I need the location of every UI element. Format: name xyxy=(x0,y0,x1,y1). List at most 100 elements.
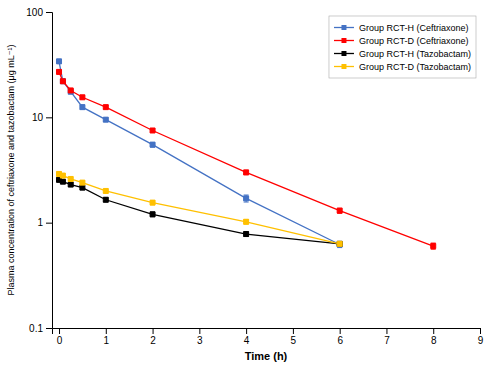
error-bar xyxy=(150,142,155,147)
x-tick: 9 xyxy=(478,328,484,346)
x-tick-mark xyxy=(153,328,154,334)
marker xyxy=(60,173,65,178)
legend-marker xyxy=(341,51,346,56)
x-tick-label: 5 xyxy=(291,335,297,346)
error-bar xyxy=(57,70,62,74)
y-tick: 0.1 xyxy=(29,323,52,334)
x-tick-label: 1 xyxy=(104,335,110,346)
series-line xyxy=(59,61,340,244)
error-bar xyxy=(337,242,342,246)
error-bar xyxy=(80,105,85,109)
series-line xyxy=(59,174,340,244)
error-bar xyxy=(244,195,249,202)
x-tick: 5 xyxy=(291,328,297,346)
marker xyxy=(337,241,342,246)
series xyxy=(57,171,343,246)
y-tick-label: 1 xyxy=(37,217,43,228)
error-bar xyxy=(150,129,155,132)
x-tick: 7 xyxy=(384,328,390,346)
x-tick: 4 xyxy=(244,328,250,346)
series xyxy=(57,69,436,249)
legend-marker xyxy=(341,25,346,30)
x-tick-mark xyxy=(480,328,481,334)
x-tick: 6 xyxy=(337,328,343,346)
marker xyxy=(244,196,249,201)
x-tick-label: 2 xyxy=(150,335,156,346)
x-tick-mark xyxy=(59,328,60,334)
marker xyxy=(244,219,249,224)
legend-label: Group RCT-D (Ceftriaxone) xyxy=(359,36,469,46)
legend-label: Group RCT-H (Tazobactam) xyxy=(359,49,471,59)
marker xyxy=(57,59,62,64)
marker xyxy=(244,232,249,237)
error-bar xyxy=(60,80,65,83)
x-tick: 1 xyxy=(104,328,110,346)
y-tick-mark xyxy=(46,328,52,329)
legend-marker xyxy=(341,64,346,69)
error-bar xyxy=(244,220,249,224)
marker xyxy=(150,200,155,205)
error-bar xyxy=(60,180,65,183)
x-tick-label: 6 xyxy=(337,335,343,346)
marker xyxy=(60,79,65,84)
plot-area: 01234567890.1110100Time (h)Plasma concen… xyxy=(6,7,484,362)
x-tick-mark xyxy=(433,328,434,334)
marker xyxy=(244,170,249,175)
error-bar xyxy=(80,181,85,184)
marker xyxy=(80,105,85,110)
series xyxy=(57,59,343,248)
error-bar xyxy=(57,59,62,63)
x-tick-label: 8 xyxy=(431,335,437,346)
error-bar xyxy=(337,242,342,246)
error-bar xyxy=(103,189,108,193)
chart-svg: 01234567890.1110100Time (h)Plasma concen… xyxy=(0,0,494,368)
legend: Group RCT-H (Ceftriaxone) Group RCT-D (Ce… xyxy=(329,16,476,78)
error-bar xyxy=(150,201,155,205)
error-bar xyxy=(80,186,85,189)
chart-container: 01234567890.1110100Time (h)Plasma concen… xyxy=(0,0,494,368)
error-bar xyxy=(68,183,73,187)
y-tick: 100 xyxy=(26,7,52,18)
marker xyxy=(80,180,85,185)
marker xyxy=(103,188,108,193)
legend-entry: Group RCT-H (Ceftriaxone) xyxy=(334,23,469,33)
y-tick-mark xyxy=(46,117,52,118)
legend-frame xyxy=(329,16,476,78)
legend-label: Group RCT-H (Ceftriaxone) xyxy=(359,23,469,33)
x-axis-title: Time (h) xyxy=(245,350,288,362)
marker xyxy=(68,182,73,187)
legend-entry: Group RCT-H (Tazobactam) xyxy=(334,49,471,59)
marker xyxy=(431,244,436,249)
x-tick-mark xyxy=(293,328,294,334)
marker xyxy=(337,241,342,246)
error-bar xyxy=(337,242,342,248)
x-tick-label: 9 xyxy=(478,335,484,346)
y-axis-title: Plasma concentration of ceftriaxone and … xyxy=(6,44,16,295)
marker xyxy=(103,197,108,202)
marker xyxy=(150,212,155,217)
x-tick: 2 xyxy=(150,328,156,346)
x-tick-label: 7 xyxy=(384,335,390,346)
y-axis: 0.1 1 10 100 xyxy=(26,7,52,334)
marker xyxy=(60,79,65,84)
error-bar xyxy=(60,79,65,83)
marker xyxy=(68,88,73,93)
error-bar xyxy=(103,198,108,202)
x-tick-mark xyxy=(199,328,200,334)
error-bar xyxy=(431,243,436,249)
error-bar xyxy=(80,96,85,99)
x-tick-label: 3 xyxy=(197,335,203,346)
error-bar xyxy=(244,232,249,237)
y-axis-line xyxy=(46,13,53,329)
marker xyxy=(68,176,73,181)
marker xyxy=(103,105,108,110)
marker xyxy=(150,142,155,147)
error-bar xyxy=(103,118,108,122)
marks xyxy=(57,59,436,249)
error-bar xyxy=(60,174,65,178)
y-tick: 10 xyxy=(32,112,52,123)
marker xyxy=(60,179,65,184)
marker xyxy=(57,69,62,74)
error-bar xyxy=(103,106,108,109)
legend-entry: Group RCT-D (Ceftriaxone) xyxy=(334,36,469,46)
